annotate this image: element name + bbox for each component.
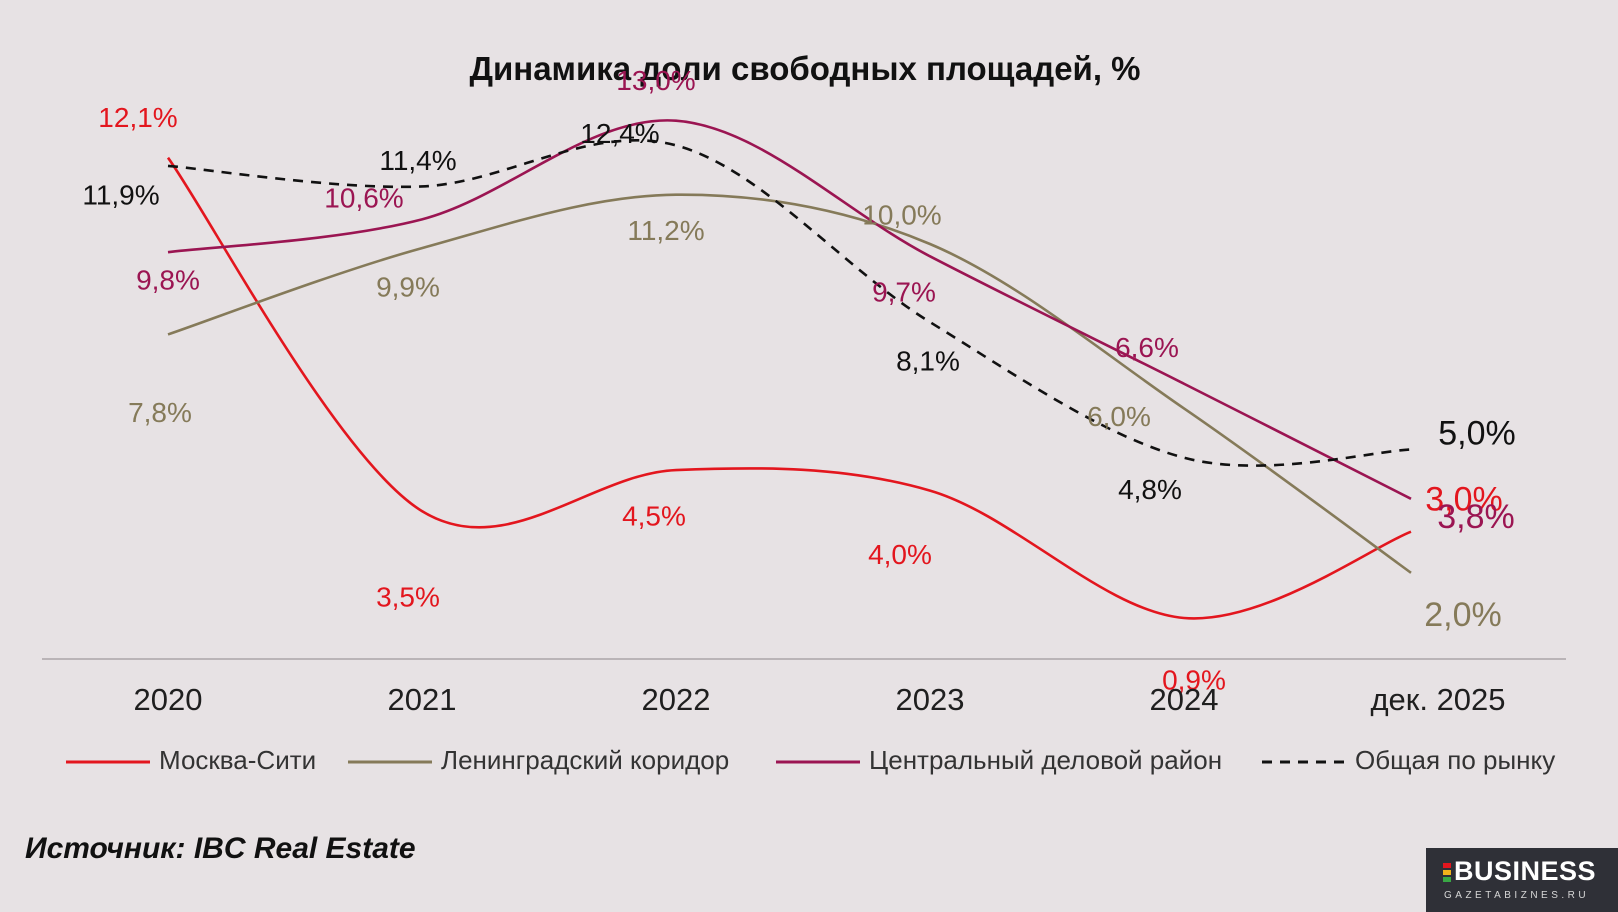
series-line-1 (167, 193, 1412, 574)
x-tick-label-3: 2023 (896, 682, 965, 717)
data-label-s1-p3: 10,0% (862, 199, 941, 230)
chart-title: Динамика доли свободных площадей, % (469, 50, 1141, 87)
legend-label-3: Общая по рынку (1355, 745, 1555, 775)
data-label-s1-p1: 9,9% (376, 272, 440, 303)
business-gazeta-logo: BUSINESS GAZETABIZNES.RU (1426, 848, 1618, 912)
data-label-s0-p1: 3,5% (376, 582, 440, 613)
source-note: Источник: IBC Real Estate (25, 832, 416, 865)
data-label-s2-p2: 13,0% (616, 65, 695, 96)
data-label-s2-p1: 10,6% (324, 183, 403, 214)
x-tick-label-5: дек. 2025 (1370, 682, 1505, 717)
data-label-s2-p5: 3,8% (1437, 498, 1515, 536)
legend-label-1: Ленинградский коридор (441, 745, 729, 775)
data-label-s3-p4: 4,8% (1118, 474, 1182, 505)
series-line-3 (167, 139, 1412, 467)
logo-bars-icon (1443, 863, 1451, 883)
data-label-s1-p4: 6,0% (1087, 401, 1151, 432)
data-label-s2-p0: 9,8% (136, 265, 200, 296)
data-label-s0-p2: 4,5% (622, 500, 686, 531)
data-label-s3-p2: 12,4% (580, 118, 659, 149)
data-label-s3-p0: 11,9% (82, 179, 159, 210)
x-tick-label-0: 2020 (134, 682, 203, 717)
data-label-s0-p4: 0,9% (1162, 664, 1226, 695)
data-label-s0-p5: 3,0% (1425, 481, 1503, 519)
data-label-s3-p3: 8,1% (896, 345, 960, 376)
data-label-s1-p2: 11,2% (627, 215, 704, 246)
data-label-s1-p0: 7,8% (128, 397, 192, 428)
data-label-s2-p4: 6,6% (1115, 332, 1179, 363)
data-label-s2-p3: 9,7% (872, 277, 936, 308)
data-label-s1-p5: 2,0% (1424, 596, 1502, 634)
x-tick-label-4: 2024 (1150, 682, 1219, 717)
logo-sub-text: GAZETABIZNES.RU (1444, 890, 1590, 901)
series-line-0 (166, 156, 1412, 620)
data-label-s3-p1: 11,4% (379, 145, 456, 176)
x-tick-label-1: 2021 (388, 682, 457, 717)
legend-label-0: Москва-Сити (159, 745, 316, 775)
data-label-s0-p0: 12,1% (98, 102, 177, 133)
data-label-s3-p5: 5,0% (1438, 414, 1516, 452)
legend-label-2: Центральный деловой район (869, 745, 1222, 775)
logo-main-text: BUSINESS (1454, 856, 1597, 886)
x-tick-label-2: 2022 (642, 682, 711, 717)
data-label-s0-p3: 4,0% (868, 539, 932, 570)
series-line-2 (167, 119, 1412, 500)
